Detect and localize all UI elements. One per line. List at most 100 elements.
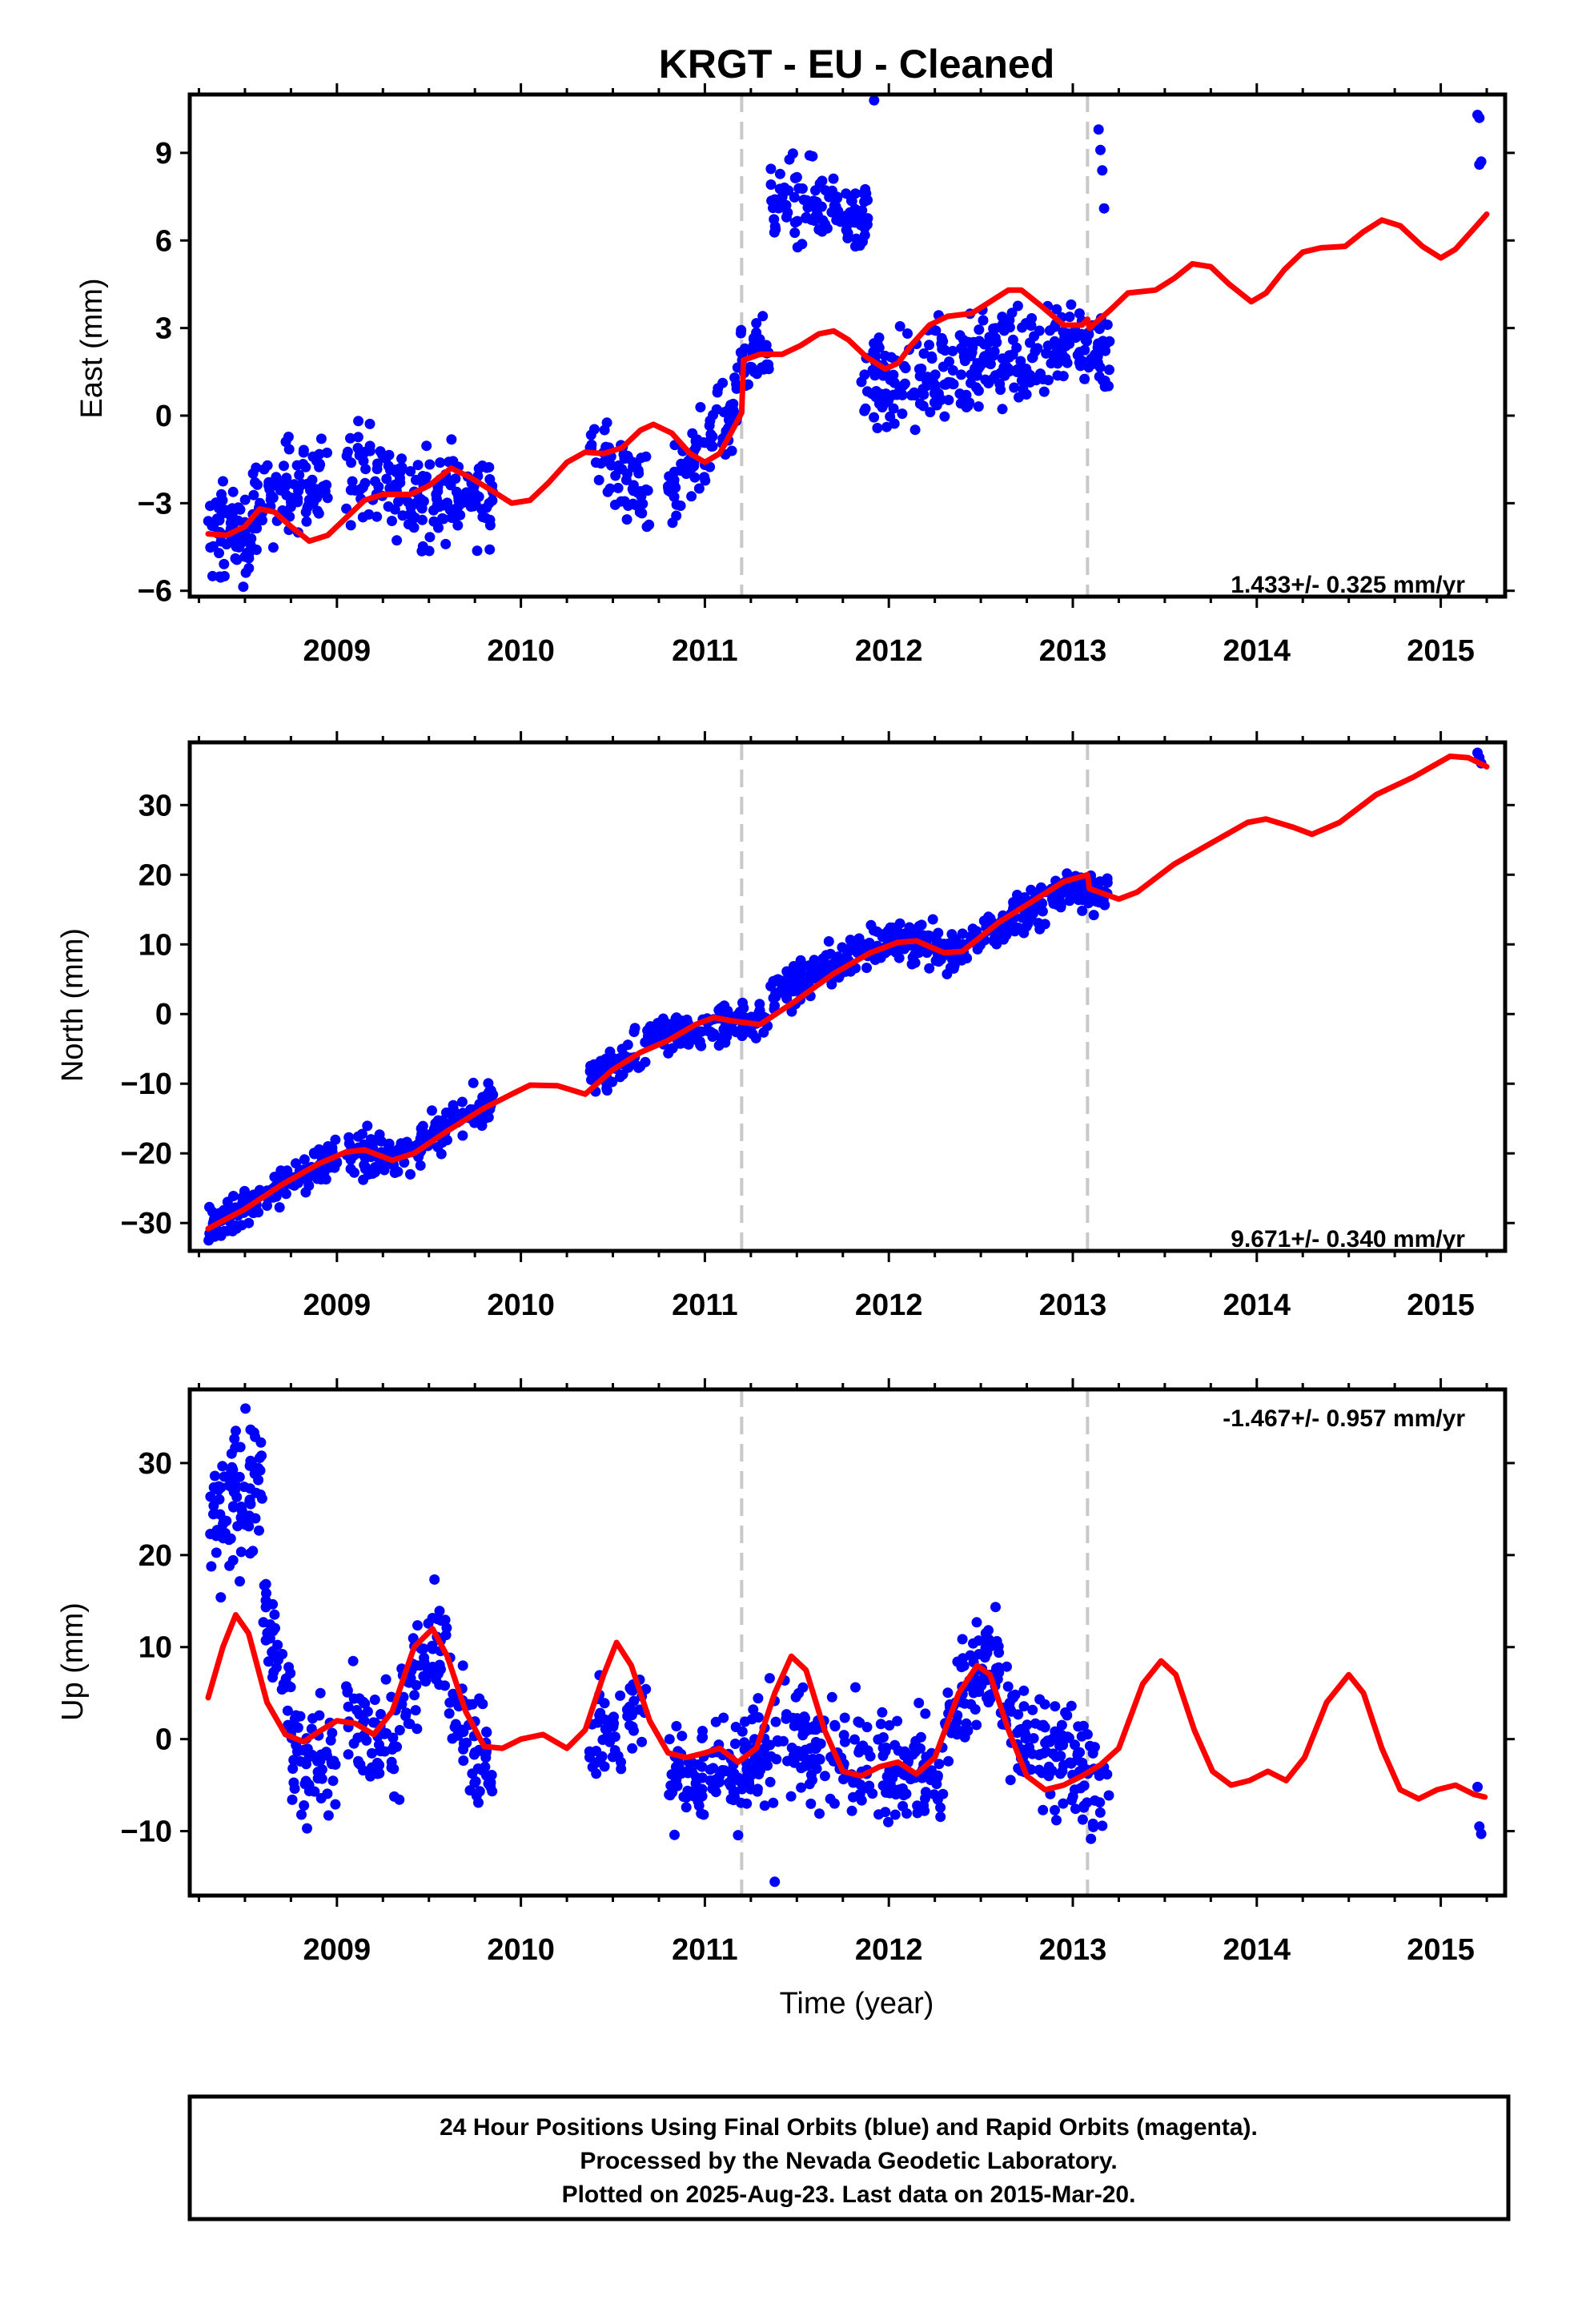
chart-title: KRGT - EU - Cleaned <box>659 42 1054 86</box>
east-data-point <box>383 460 394 472</box>
up-data-point <box>245 1455 256 1466</box>
east-data-point <box>873 342 885 353</box>
north-data-point <box>737 997 748 1008</box>
north-data-point <box>957 928 968 939</box>
east-data-point <box>765 163 777 175</box>
up-data-point <box>615 1690 626 1701</box>
up-data-point <box>1472 1781 1483 1792</box>
east-data-point <box>283 444 295 455</box>
up-data-point <box>718 1712 729 1723</box>
up-data-point <box>881 1781 892 1792</box>
east-y-tick-label: −3 <box>138 487 172 521</box>
up-data-point <box>765 1776 776 1787</box>
east-data-point <box>616 464 628 475</box>
up-data-point <box>1102 1769 1113 1780</box>
up-data-point <box>226 1448 237 1459</box>
up-data-point <box>307 1713 318 1724</box>
east-data-point <box>717 377 729 388</box>
up-data-point <box>733 1772 744 1783</box>
up-data-point <box>458 1755 469 1766</box>
east-data-point <box>435 457 446 468</box>
north-data-point <box>485 1085 496 1096</box>
east-panel: East (mm) 1.433+/- 0.325 mm/yr −6 −3 0 3 6 9 2… <box>75 83 1515 668</box>
north-data-point <box>629 1023 640 1034</box>
north-data-point <box>383 1138 395 1149</box>
up-data-point <box>790 1691 801 1703</box>
north-data-point <box>1048 897 1059 908</box>
up-data-point <box>854 1788 865 1799</box>
up-data-point <box>260 1595 271 1606</box>
up-data-point <box>1043 1761 1054 1772</box>
east-data-point <box>964 397 975 408</box>
north-data-point <box>728 1024 738 1035</box>
east-data-point <box>773 203 784 214</box>
up-data-point <box>628 1695 640 1707</box>
up-data-point <box>1089 1742 1100 1753</box>
east-data-point <box>831 215 842 226</box>
east-y-tick-label: 6 <box>155 224 172 258</box>
north-data-point <box>360 1161 371 1172</box>
up-data-point <box>889 1809 901 1820</box>
north-data-point <box>586 1074 596 1085</box>
up-data-point <box>225 1533 236 1544</box>
up-data-point <box>1062 1731 1073 1743</box>
up-data-point <box>892 1715 903 1727</box>
up-data-point <box>1097 1820 1108 1831</box>
east-data-point <box>219 558 230 569</box>
east-data-point <box>855 219 866 231</box>
up-data-point <box>325 1735 336 1746</box>
east-data-point <box>391 482 402 493</box>
up-data-point <box>749 1755 759 1767</box>
east-data-point <box>1044 325 1055 336</box>
up-data-point <box>1005 1775 1016 1786</box>
east-data-point <box>300 461 311 472</box>
up-data-point <box>741 1798 753 1809</box>
east-data-point <box>974 361 986 372</box>
east-data-point <box>946 377 957 388</box>
east-x-tick-label: 2015 <box>1407 634 1475 668</box>
up-data-point <box>226 1474 237 1485</box>
up-data-point <box>587 1762 598 1773</box>
east-data-point <box>203 516 214 527</box>
north-data-point <box>709 1028 720 1039</box>
north-data-point <box>1077 895 1088 906</box>
east-data-point <box>829 200 840 211</box>
up-data-point <box>474 1693 485 1704</box>
east-data-point <box>481 462 492 473</box>
up-data-point <box>348 1693 359 1704</box>
up-data-point <box>232 1521 243 1532</box>
up-data-point <box>791 1720 802 1731</box>
north-data-point <box>1019 910 1030 921</box>
east-data-point <box>859 369 870 380</box>
east-data-point <box>872 423 883 433</box>
up-data-point <box>920 1787 931 1798</box>
east-data-point <box>1051 304 1062 315</box>
up-data-point <box>1004 1697 1015 1708</box>
up-data-point <box>907 1749 918 1760</box>
up-data-point <box>912 1800 923 1811</box>
up-data-point <box>287 1794 298 1805</box>
east-data-point <box>424 545 435 557</box>
east-data-point <box>956 369 967 380</box>
north-data-point <box>365 1134 376 1145</box>
east-data-point <box>681 465 693 476</box>
east-y-tick-label: −6 <box>138 575 172 609</box>
east-data-point <box>1104 336 1115 347</box>
up-data-point <box>235 1576 245 1587</box>
up-data-point <box>1066 1700 1077 1711</box>
up-data-point <box>772 1735 783 1746</box>
east-data-point <box>215 572 227 583</box>
north-data-point <box>1012 890 1022 900</box>
north-data-point <box>370 1161 381 1172</box>
east-data-point <box>347 476 358 487</box>
east-data-point <box>735 347 746 358</box>
up-data-point <box>1067 1791 1078 1802</box>
east-data-point <box>291 460 303 471</box>
east-data-point <box>894 321 905 332</box>
up-data-point <box>302 1743 313 1755</box>
north-data-point <box>442 1135 452 1146</box>
north-data-point <box>468 1077 479 1088</box>
up-data-point <box>880 1807 891 1818</box>
up-data-point <box>805 1743 816 1755</box>
north-data-point <box>864 937 875 948</box>
